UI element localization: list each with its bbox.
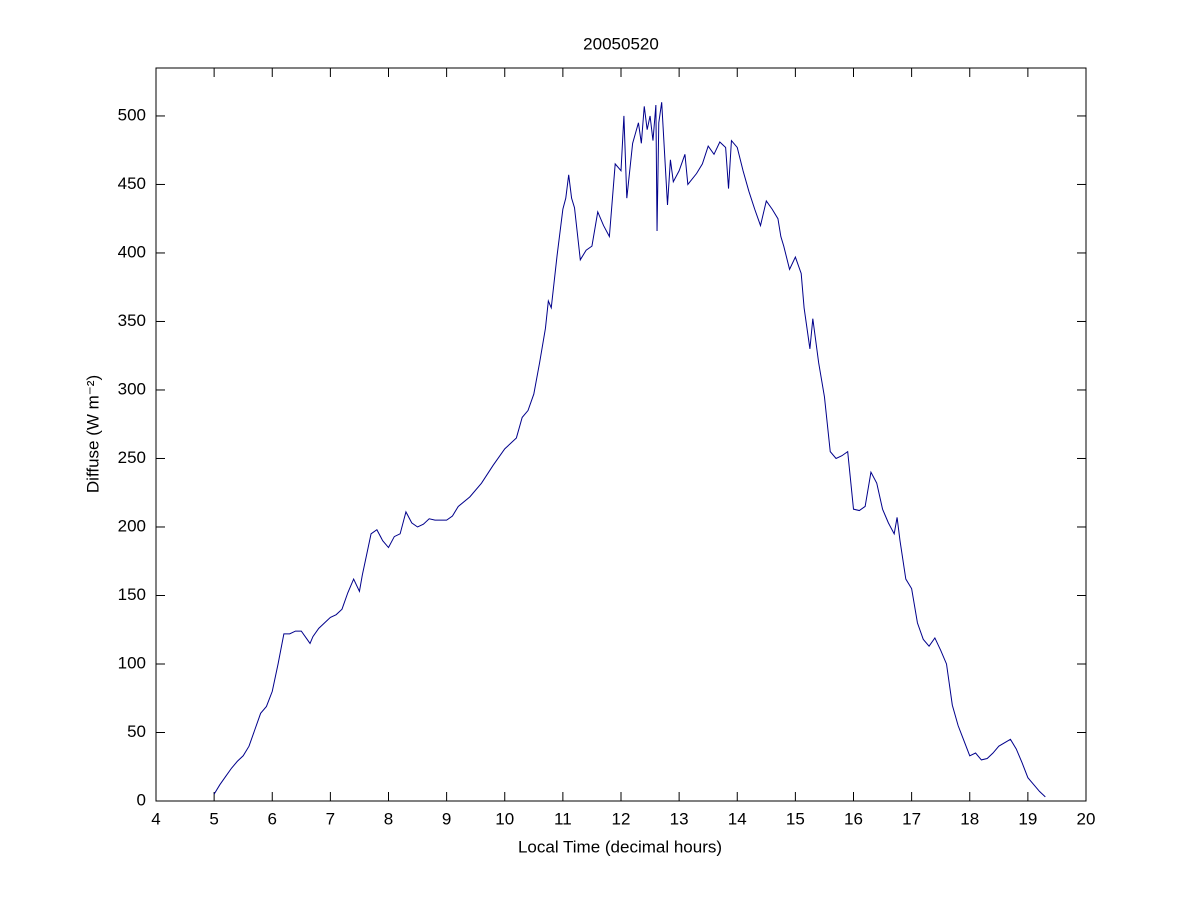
data-line bbox=[213, 102, 1046, 798]
x-tick-label: 12 bbox=[612, 809, 631, 828]
y-axis-label: Diffuse (W m⁻²) bbox=[83, 375, 102, 493]
x-tick-label: 7 bbox=[326, 809, 335, 828]
x-tick-label: 19 bbox=[1018, 809, 1037, 828]
y-tick-label: 500 bbox=[118, 105, 146, 124]
y-tick-label: 400 bbox=[118, 242, 146, 261]
x-tick-label: 13 bbox=[670, 809, 689, 828]
y-tick-label: 100 bbox=[118, 653, 146, 672]
x-tick-label: 4 bbox=[151, 809, 160, 828]
y-tick-label: 0 bbox=[137, 790, 146, 809]
x-tick-label: 10 bbox=[495, 809, 514, 828]
x-tick-label: 14 bbox=[728, 809, 747, 828]
x-tick-label: 11 bbox=[554, 809, 572, 828]
y-tick-label: 300 bbox=[118, 379, 146, 398]
chart-title: 20050520 bbox=[583, 34, 659, 53]
y-tick-label: 150 bbox=[118, 585, 146, 604]
x-tick-label: 8 bbox=[384, 809, 393, 828]
x-tick-label: 16 bbox=[844, 809, 863, 828]
x-tick-label: 9 bbox=[442, 809, 451, 828]
x-axis-label: Local Time (decimal hours) bbox=[518, 837, 722, 856]
x-tick-label: 6 bbox=[268, 809, 277, 828]
x-tick-label: 15 bbox=[786, 809, 805, 828]
x-tick-label: 18 bbox=[960, 809, 979, 828]
y-tick-label: 250 bbox=[118, 448, 146, 467]
y-tick-label: 450 bbox=[118, 174, 146, 193]
y-tick-label: 200 bbox=[118, 516, 146, 535]
y-tick-label: 50 bbox=[127, 722, 146, 741]
x-tick-label: 17 bbox=[902, 809, 921, 828]
y-tick-label: 350 bbox=[118, 311, 146, 330]
x-tick-label: 20 bbox=[1077, 809, 1096, 828]
x-tick-label: 5 bbox=[209, 809, 218, 828]
